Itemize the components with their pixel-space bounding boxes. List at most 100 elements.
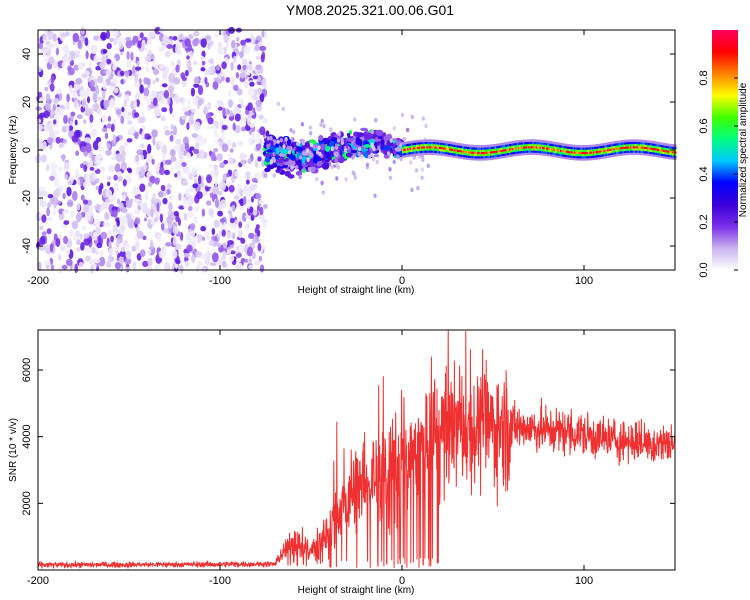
spectrogram-cell xyxy=(473,147,476,150)
spectrogram-cell xyxy=(163,89,170,99)
spectrogram-cell xyxy=(417,150,420,154)
spectrogram-cell xyxy=(413,153,416,156)
spectrogram-cell xyxy=(447,145,450,149)
spectrogram-cell xyxy=(387,151,391,156)
spectrogram-cell xyxy=(459,145,462,148)
spectrogram-cell xyxy=(507,146,510,149)
spectrogram-cell xyxy=(422,146,425,149)
spectrogram-cell xyxy=(227,240,234,245)
spectrogram-cell xyxy=(515,142,518,146)
spectrogram-cell xyxy=(282,139,286,146)
spectrogram-cell xyxy=(394,147,402,152)
spectrogram-cell xyxy=(670,152,673,156)
spectrogram-cell xyxy=(464,157,467,160)
spectrogram-cell xyxy=(633,150,636,153)
spectrogram-cell xyxy=(428,143,431,147)
spectrogram-cell xyxy=(646,146,649,150)
spectrogram-cell xyxy=(598,156,601,160)
spectrogram-cell xyxy=(50,110,54,117)
spectrogram-cell xyxy=(287,150,292,155)
spectrogram-cell xyxy=(246,69,251,76)
spectrogram-cell xyxy=(105,30,111,40)
spectrogram-cell xyxy=(451,146,454,149)
spectrogram-cell xyxy=(623,152,626,156)
spectrogram-cell xyxy=(469,144,472,148)
spectrogram-cell xyxy=(622,144,625,147)
spectrogram-cell xyxy=(562,143,565,146)
spectrogram-cell xyxy=(534,148,537,151)
spectrogram-cell xyxy=(565,143,567,147)
snr-y-axis-label: SNR (10 * v/v) xyxy=(8,418,19,482)
spectrogram-cell xyxy=(491,146,494,150)
spectrogram-cell xyxy=(481,158,483,161)
spectrogram-cell xyxy=(474,157,477,161)
spectrogram-cell xyxy=(192,96,199,104)
spectrogram-cell xyxy=(548,145,551,148)
spectrogram-cell xyxy=(456,145,459,148)
spectrogram-cell xyxy=(236,88,243,96)
spectrogram-cell xyxy=(581,153,584,157)
spectrogram-cell xyxy=(663,155,666,159)
spectrogram-cell xyxy=(668,148,671,151)
spectrogram-cell xyxy=(423,141,426,145)
spectrogram-cell xyxy=(644,146,646,149)
spectrogram-cell xyxy=(474,151,477,155)
spectrogram-cell xyxy=(487,155,490,159)
spectrogram-cell xyxy=(247,102,253,111)
spectrogram-cell xyxy=(582,145,585,148)
spectrogram-cell xyxy=(512,153,515,157)
spectrogram-cell xyxy=(596,146,599,149)
spectrogram-cell xyxy=(658,155,660,158)
spectrogram-cell xyxy=(418,150,421,154)
spectrogram-cell xyxy=(548,151,551,155)
spectrogram-cell xyxy=(120,150,126,157)
spectrogram-cell xyxy=(465,146,468,149)
spectrogram-cell xyxy=(495,148,497,151)
spectrogram-cell xyxy=(238,244,245,255)
spectrogram-cell xyxy=(166,39,174,45)
spectrogram-cell xyxy=(619,151,622,154)
spectrogram-cell xyxy=(647,140,650,143)
spectrogram-cell xyxy=(419,148,422,151)
spectrogram-cell xyxy=(315,150,320,155)
spectrogram-cell xyxy=(140,154,144,161)
spectrogram-cell xyxy=(356,132,365,138)
spectrogram-cell xyxy=(557,153,560,156)
spectrogram-cell xyxy=(108,247,115,256)
spectrogram-cell xyxy=(49,243,54,253)
spectrogram-cell xyxy=(635,148,637,151)
spectrogram-cell xyxy=(292,129,296,135)
spectrogram-cell xyxy=(100,231,108,240)
spectrogram-cell xyxy=(628,139,631,143)
spectrogram-cell xyxy=(544,149,547,152)
spectrogram-cell xyxy=(515,144,518,148)
spectrogram-cell xyxy=(202,191,207,196)
spectrogram-cell xyxy=(134,66,142,71)
spectrogram-cell xyxy=(496,154,499,158)
spectrogram-cell xyxy=(467,150,469,154)
spectrogram-cell xyxy=(414,148,417,152)
spectrogram-cell xyxy=(260,53,265,63)
spectrogram-cell xyxy=(139,84,144,94)
spectrogram-cell xyxy=(502,155,505,159)
spectrogram-cell xyxy=(175,44,181,55)
spectrogram-cell xyxy=(496,148,499,151)
spectrogram-cell xyxy=(659,153,662,156)
spectrogram-cell xyxy=(412,140,415,144)
spectrogram-cell xyxy=(78,261,84,268)
spectrogram-cell xyxy=(641,144,644,147)
spectrogram-cell xyxy=(50,161,57,172)
spectrogram-cell xyxy=(589,157,592,161)
spectrogram-cell xyxy=(180,143,185,152)
spectrogram-cell xyxy=(417,148,420,152)
spectrogram-cell xyxy=(421,116,425,121)
spectrogram-cell xyxy=(477,153,480,157)
spectrogram-cell xyxy=(146,171,152,178)
spectrogram-cell xyxy=(633,148,636,151)
spectrogram-cell xyxy=(596,157,599,160)
spectrogram-cell xyxy=(507,143,510,147)
spectrogram-cell xyxy=(520,146,523,149)
spectrogram-cell xyxy=(455,144,458,148)
spectrogram-cell xyxy=(285,157,289,161)
spectrogram-cell xyxy=(591,153,594,156)
